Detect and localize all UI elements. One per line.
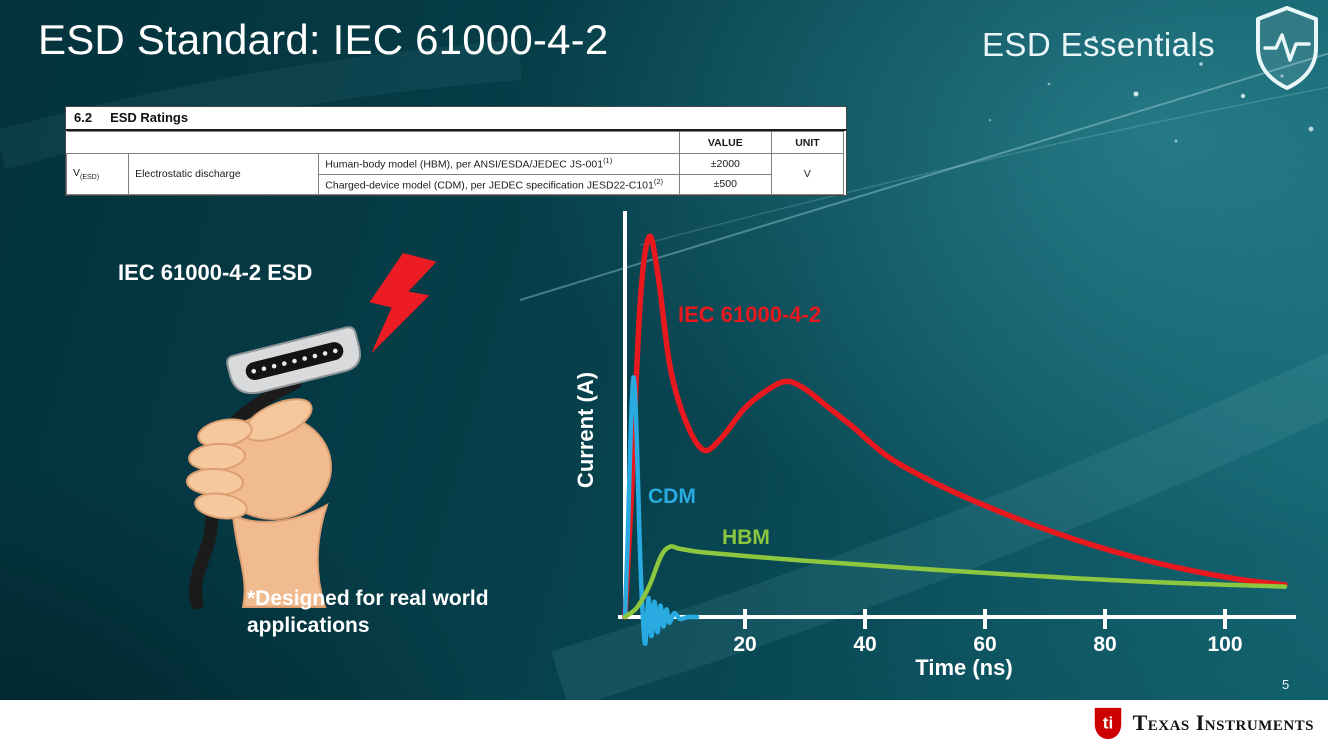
waveform-chart: 20 40 60 80 100: [618, 211, 1296, 656]
unit-column-header: UNIT: [770, 131, 845, 154]
param-symbol-cell: V(ESD): [65, 152, 130, 196]
lightning-bolt-shape: [369, 252, 437, 354]
table-row-cdm: Charged-device model (CDM), per JEDEC sp…: [67, 173, 844, 196]
header-spacer-cell: [66, 131, 680, 154]
value-cell-hbm: ±2000: [678, 153, 772, 175]
footer-bar: ti Texas Instruments: [0, 700, 1328, 746]
y-axis-label: Current (A): [573, 371, 598, 489]
condition-cell-cdm: Charged-device model (CDM), per JEDEC sp…: [318, 173, 680, 196]
esd-shield-icon: [1256, 6, 1318, 90]
x-tick-label: 100: [1207, 633, 1242, 656]
table-section-heading: 6.2 ESD Ratings: [66, 107, 846, 131]
condition-footnote-ref: (1): [603, 156, 613, 165]
illustration-caption: IEC 61000-4-2 ESD: [118, 260, 313, 285]
curve-hbm: [622, 544, 1288, 620]
connector-pins: [251, 348, 338, 374]
ti-bug-icon: ti: [1094, 707, 1121, 740]
condition-text: Human-body model (HBM), per ANSI/ESDA/JE…: [325, 158, 604, 171]
ti-logo: ti Texas Instruments: [1091, 705, 1314, 741]
x-tick-label: 20: [733, 633, 756, 656]
pulse-line-icon: [1263, 33, 1311, 62]
condition-text: Charged-device model (CDM), per JEDEC sp…: [325, 179, 654, 192]
param-name-cell: Electrostatic discharge: [128, 152, 320, 196]
lightning-bolt-icon: [369, 252, 437, 354]
page-number: 5: [1282, 677, 1290, 692]
section-title: ESD Ratings: [110, 110, 189, 125]
condition-cell-hbm: Human-body model (HBM), per ANSI/ESDA/JE…: [318, 153, 680, 175]
ratings-table: VALUE UNIT V(ESD) Electrostatic discharg…: [65, 131, 845, 196]
esd-ratings-table-panel: 6.2 ESD Ratings VALUE UNIT V(ESD) Electro…: [65, 106, 847, 197]
value-column-header: VALUE: [678, 131, 772, 154]
x-axis-ticks: 20 40 60 80 100: [733, 609, 1243, 656]
condition-footnote-ref: (2): [653, 176, 664, 186]
x-tick-label: 60: [973, 633, 996, 656]
param-symbol: V: [73, 167, 81, 180]
hdmi-connector: [226, 326, 361, 395]
curve-cdm: [622, 375, 700, 646]
ti-bug-shape: [1094, 707, 1121, 740]
series-label-cdm: CDM: [648, 485, 696, 508]
fingers: [186, 418, 253, 520]
section-number: 6.2: [74, 110, 93, 125]
series-label-iec: IEC 61000-4-2: [678, 302, 822, 327]
curve-iec-61000-4-2: [622, 233, 1288, 620]
x-tick-label: 40: [853, 633, 876, 656]
hand-shape: [186, 398, 332, 608]
unit-cell: V: [770, 152, 845, 196]
value-cell-cdm: ±500: [678, 173, 772, 196]
x-axis-label: Time (ns): [915, 655, 1013, 680]
x-tick-label: 80: [1093, 633, 1116, 656]
series-label-hbm: HBM: [722, 526, 770, 549]
hand-connector-illustration: [186, 326, 361, 610]
page-title: ESD Standard: IEC 61000-4-2: [38, 16, 609, 63]
chart-series: [622, 233, 1288, 646]
table-row-hbm: V(ESD) Electrostatic discharge Human-bod…: [65, 152, 845, 196]
param-subscript: (ESD): [80, 174, 100, 182]
brand-title: ESD Essentials: [982, 26, 1216, 63]
ti-wordmark: Texas Instruments: [1132, 710, 1314, 735]
ti-bug-letters: ti: [1102, 714, 1112, 733]
footnote-text: *Designed for real world applications: [247, 587, 489, 638]
table-header-row: VALUE UNIT: [66, 131, 845, 154]
wrist: [231, 502, 329, 608]
